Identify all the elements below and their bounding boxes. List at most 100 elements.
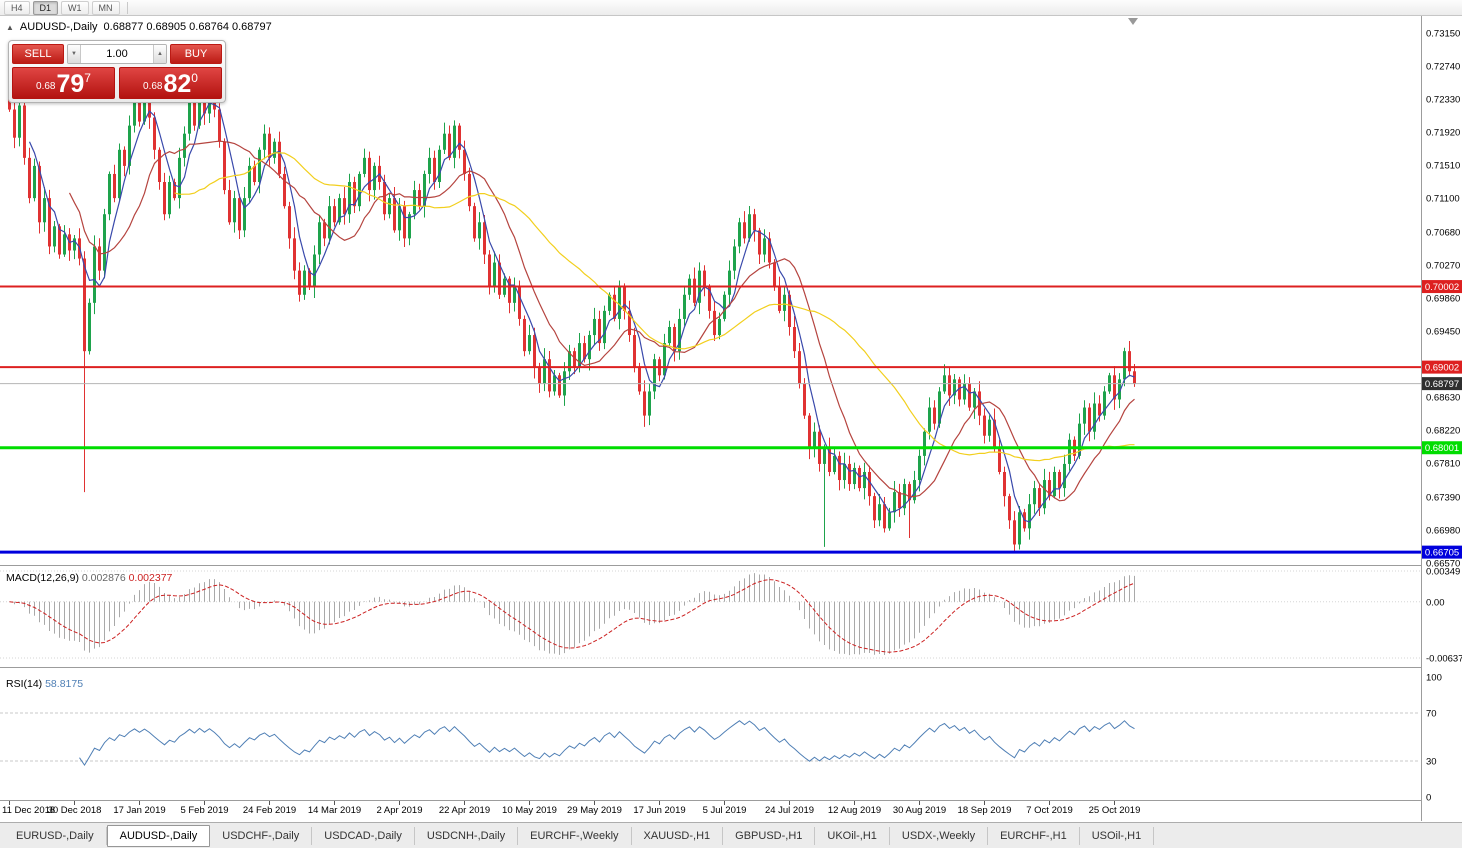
timeframe-button-h4[interactable]: H4 [4,0,30,15]
svg-text:0.69860: 0.69860 [1426,294,1460,305]
svg-text:12 Aug 2019: 12 Aug 2019 [828,805,881,816]
ma-line-34 [174,152,1135,462]
svg-text:0.69450: 0.69450 [1426,327,1460,338]
chart-tab-xauusd-h1[interactable]: XAUUSD-,H1 [632,826,724,845]
svg-text:0.68630: 0.68630 [1426,393,1460,404]
svg-text:0.73150: 0.73150 [1426,29,1460,40]
chart-tab-bar: EURUSD-,Daily AUDUSD-,Daily USDCHF-,Daily U… [0,822,1462,848]
indicator-gridlines [0,570,1420,762]
svg-text:0.71510: 0.71510 [1426,161,1460,172]
bid-price-small: 0.68 [36,81,56,92]
svg-text:0.71100: 0.71100 [1426,194,1460,205]
rsi-label: RSI(14) 58.8175 [6,678,83,690]
chart-header: ▲ AUDUSD-,Daily 0.68877 0.68905 0.68764 … [6,21,272,33]
chart-tab-usdcnh-daily[interactable]: USDCNH-,Daily [415,826,519,845]
timeframe-toolbar: H4 D1 W1 MN [0,0,1462,16]
chart-tab-audusd-daily[interactable]: AUDUSD-,Daily [106,824,211,847]
svg-text:30 Dec 2018: 30 Dec 2018 [48,805,102,816]
chart-tab-eurusd-daily[interactable]: EURUSD-,Daily [4,826,107,845]
svg-text:0.66980: 0.66980 [1426,525,1460,536]
svg-text:0.70002: 0.70002 [1425,282,1459,293]
svg-text:2 Apr 2019: 2 Apr 2019 [377,805,423,816]
svg-text:0.68220: 0.68220 [1426,426,1460,437]
ask-price-big: 82 [163,70,192,98]
svg-text:25 Oct 2019: 25 Oct 2019 [1089,805,1141,816]
svg-text:5 Jul 2019: 5 Jul 2019 [703,805,747,816]
ask-price-small: 0.68 [143,81,163,92]
chart-tab-usoil-h1[interactable]: USOil-,H1 [1080,826,1155,845]
svg-text:0.00349: 0.00349 [1426,567,1460,578]
chart-tab-eurchf-weekly[interactable]: EURCHF-,Weekly [518,826,632,845]
chart-tab-ukoil-h1[interactable]: UKOil-,H1 [815,826,890,845]
svg-text:11 Dec 2018: 11 Dec 2018 [2,805,55,816]
chart-tab-usdcad-daily[interactable]: USDCAD-,Daily [312,826,415,845]
chart-shift-marker[interactable] [1128,18,1138,25]
chart-tab-usdx-weekly[interactable]: USDX-,Weekly [890,826,989,845]
chart-tab-gbpusd-h1[interactable]: GBPUSD-,H1 [723,826,816,845]
bid-price-box[interactable]: 0.68 79 7 [12,67,115,99]
volume-decrease-icon[interactable]: ▼ [68,45,81,63]
panel-splitters[interactable] [0,565,1462,801]
timeframe-button-mn[interactable]: MN [91,0,120,15]
buy-button[interactable]: BUY [170,44,222,64]
price-badge-0.68797 [1422,377,1462,391]
volume-stepper[interactable]: ▼ 1.00 ▲ [67,44,167,64]
sell-button[interactable]: SELL [12,44,64,64]
svg-text:5 Feb 2019: 5 Feb 2019 [180,805,228,816]
rsi-line [79,720,1135,767]
price-badge-0.68001 [1422,441,1462,455]
price-badge-0.69002 [1422,360,1462,374]
svg-text:0.68797: 0.68797 [1425,379,1459,390]
chart-symbol-label: AUDUSD-,Daily [19,21,98,33]
svg-text:14 Mar 2019: 14 Mar 2019 [308,805,361,816]
one-click-toggle-icon[interactable]: ▲ [6,22,14,32]
svg-text:0.67390: 0.67390 [1426,492,1460,503]
svg-text:7 Oct 2019: 7 Oct 2019 [1026,805,1072,816]
svg-text:0.67810: 0.67810 [1426,459,1460,470]
svg-text:0.70270: 0.70270 [1426,260,1460,271]
svg-text:30: 30 [1426,757,1437,768]
svg-text:0.69002: 0.69002 [1425,363,1459,374]
ask-price-sup: 0 [191,71,198,85]
svg-text:0.70680: 0.70680 [1426,227,1460,238]
bid-price-sup: 7 [84,71,91,85]
svg-text:22 Apr 2019: 22 Apr 2019 [439,805,490,816]
timeframe-button-d1[interactable]: D1 [32,0,59,15]
svg-text:0.72740: 0.72740 [1426,62,1460,73]
price-axis[interactable]: 0.73150 0.72740 0.72330 0.71920 0.71510 0.711… [1426,29,1462,804]
chart-tab-usdchf-daily[interactable]: USDCHF-,Daily [210,826,313,845]
ask-price-box[interactable]: 0.68 82 0 [119,67,222,99]
volume-value[interactable]: 1.00 [106,48,128,60]
macd-label: MACD(12,26,9) 0.002876 0.002377 [6,572,173,584]
macd-panel [9,573,1135,656]
volume-increase-icon[interactable]: ▲ [153,45,166,63]
one-click-trading-panel: SELL ▼ 1.00 ▲ BUY 0.68 79 7 0.68 82 0 [8,40,226,103]
svg-text:0.68001: 0.68001 [1425,443,1459,454]
rsi-panel [79,720,1135,767]
svg-text:0.72330: 0.72330 [1426,95,1460,106]
svg-text:10 May 2019: 10 May 2019 [502,805,557,816]
svg-text:24 Jul 2019: 24 Jul 2019 [765,805,814,816]
svg-text:17 Jun 2019: 17 Jun 2019 [633,805,685,816]
price-badge-0.66705 [1422,545,1462,559]
svg-text:0.66705: 0.66705 [1425,548,1459,559]
ma-line-5 [28,102,1135,523]
horizontal-level-lines[interactable] [0,285,1421,554]
bid-price-big: 79 [56,70,85,98]
svg-text:29 May 2019: 29 May 2019 [567,805,622,816]
price-axis-badges: 0.70002 0.69002 0.68001 0.66705 0.68797 [1422,280,1462,559]
candlestick-series [8,76,1136,553]
ma-line-13 [68,140,1135,502]
timeframe-button-w1[interactable]: W1 [61,0,89,15]
svg-text:-0.00637: -0.00637 [1426,654,1462,665]
svg-text:24 Feb 2019: 24 Feb 2019 [243,805,296,816]
chart-tab-eurchf-h1[interactable]: EURCHF-,H1 [988,826,1080,845]
moving-average-lines [28,102,1135,523]
svg-text:30 Aug 2019: 30 Aug 2019 [893,805,946,816]
toolbar-separator [126,1,128,14]
svg-text:0.71920: 0.71920 [1426,128,1460,139]
chart-ohlc-values: 0.68877 0.68905 0.68764 0.68797 [103,21,272,33]
